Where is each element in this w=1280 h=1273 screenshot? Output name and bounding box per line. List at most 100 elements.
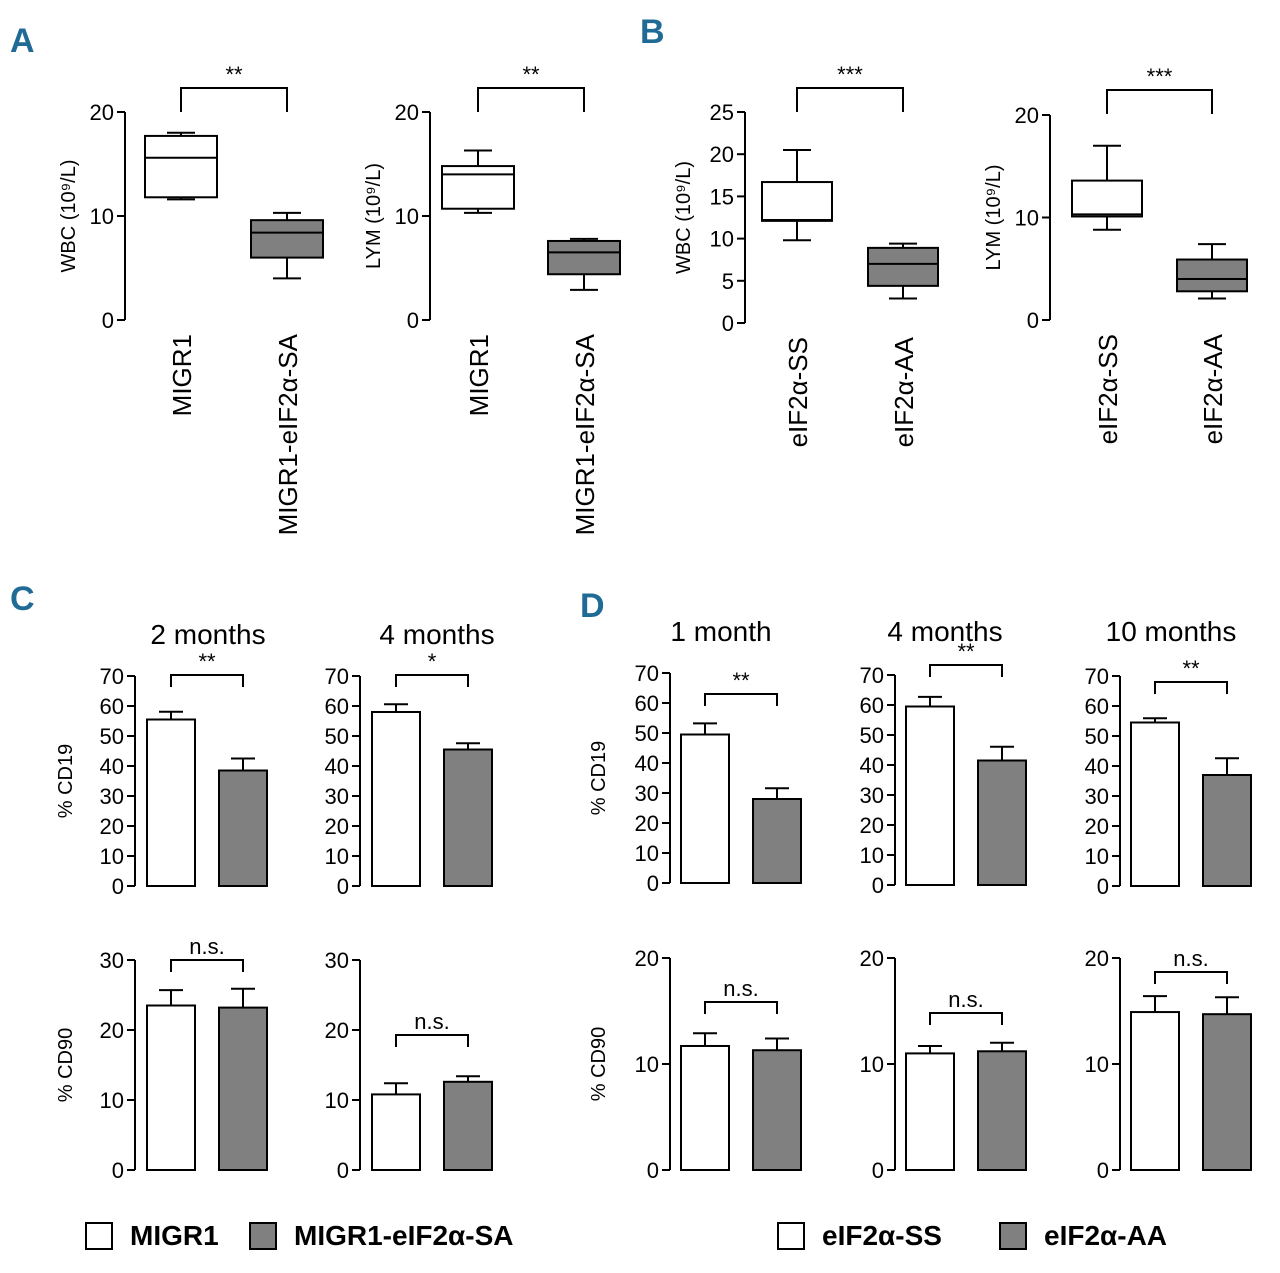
chart-title: 4 months <box>379 619 494 650</box>
y-axis-label: % CD19 <box>588 741 610 815</box>
y-tick-label: 0 <box>1097 874 1109 899</box>
category-label: eIF2α-AA <box>889 336 919 447</box>
panel-label-c: C <box>10 580 35 618</box>
y-tick-label: 20 <box>635 811 659 836</box>
bar-1 <box>146 710 196 887</box>
box-1 <box>761 148 833 242</box>
legend-swatch <box>85 1222 113 1250</box>
y-tick-label: 50 <box>100 724 124 749</box>
chart-title: 1 month <box>670 616 771 647</box>
category-label: eIF2α-AA <box>1198 333 1228 444</box>
y-tick-label: 10 <box>325 844 349 869</box>
y-tick-label: 20 <box>860 946 884 971</box>
bar <box>680 1044 730 1171</box>
y-tick-label: 0 <box>647 1158 659 1183</box>
bar <box>1130 721 1180 887</box>
y-tick-label: 10 <box>1085 1052 1109 1077</box>
y-tick-label: 10 <box>90 204 114 229</box>
chart-title: 2 months <box>150 619 265 650</box>
bar <box>218 769 268 887</box>
y-tick-label: 30 <box>325 948 349 973</box>
y-tick-label: 0 <box>872 873 884 898</box>
bar <box>905 705 955 886</box>
y-tick-label: 60 <box>325 694 349 719</box>
box-2 <box>250 211 324 280</box>
box-body <box>1071 179 1143 218</box>
bar <box>371 1093 421 1172</box>
significance-label: ** <box>198 649 216 674</box>
y-tick-label: 0 <box>102 308 114 333</box>
category-label: eIF2α-SS <box>783 337 813 447</box>
y-tick-label: 50 <box>635 721 659 746</box>
chart-c1: 0 10 20 30 40 50 60 70 % CD19 2 months** <box>55 619 268 899</box>
significance-bracket <box>170 959 244 972</box>
box-body <box>144 134 218 199</box>
significance-label: *** <box>837 62 863 87</box>
box-body <box>250 219 324 259</box>
bar <box>1202 1013 1252 1171</box>
bar-2 <box>218 987 268 1171</box>
y-tick-label: 20 <box>90 100 114 125</box>
chart-d4: 0 10 20 % CD90 n.s. <box>588 946 802 1183</box>
bar-2 <box>752 787 802 884</box>
bar-2 <box>443 1075 493 1172</box>
y-tick-label: 10 <box>1015 206 1039 231</box>
y-tick-label: 20 <box>1015 103 1039 128</box>
y-tick-label: 20 <box>1085 814 1109 839</box>
y-tick-label: 0 <box>337 874 349 899</box>
y-tick-label: 0 <box>1027 308 1039 333</box>
category-label: eIF2α-SS <box>1093 334 1123 444</box>
y-tick-label: 20 <box>325 814 349 839</box>
y-tick-label: 10 <box>860 843 884 868</box>
box-2 <box>1176 243 1248 300</box>
bar <box>680 733 730 884</box>
y-tick-label: 0 <box>872 1158 884 1183</box>
y-tick-label: 40 <box>100 754 124 779</box>
significance-label: n.s. <box>1173 946 1208 971</box>
bar-1 <box>371 1082 421 1172</box>
box-body <box>867 246 939 287</box>
box-1 <box>144 131 218 201</box>
chart-title: 4 months <box>887 616 1002 647</box>
bar <box>218 1006 268 1171</box>
y-tick-label: 10 <box>100 1088 124 1113</box>
chart-title: 10 months <box>1106 616 1237 647</box>
plots: 0 10 20 WBC (10⁹/L) MIGR1 MIGR1-eIF2α-SA ** 0 10… <box>55 62 1252 1183</box>
bar <box>752 1049 802 1171</box>
bar-2 <box>1202 757 1252 887</box>
significance-label: ** <box>1182 656 1200 681</box>
significance-label: n.s. <box>414 1009 449 1034</box>
y-tick-label: 15 <box>710 184 734 209</box>
chart-d2: 0 10 20 30 40 50 60 704 months** <box>860 616 1027 898</box>
box-1 <box>441 149 515 214</box>
chart-a1: 0 10 20 WBC (10⁹/L) MIGR1 MIGR1-eIF2α-SA ** <box>58 62 324 535</box>
significance-bracket <box>395 1034 469 1047</box>
y-tick-label: 60 <box>1085 694 1109 719</box>
legend-right: eIF2α-SS eIF2α-AA <box>777 1220 1167 1251</box>
y-axis-label: % CD90 <box>55 1028 77 1102</box>
chart-d6: 0 10 20 n.s. <box>1085 946 1252 1183</box>
significance-label: n.s. <box>723 976 758 1001</box>
significance-bracket <box>704 1001 778 1014</box>
bar-1 <box>371 703 421 887</box>
category-label: MIGR1-eIF2α-SA <box>273 333 303 535</box>
chart-c3: 0 10 20 30 % CD90 n.s. <box>55 934 268 1183</box>
y-axis-label: LYM (10⁹/L) <box>363 163 385 269</box>
y-tick-label: 10 <box>635 1052 659 1077</box>
bar-2 <box>977 745 1027 886</box>
y-tick-label: 20 <box>100 814 124 839</box>
y-tick-label: 30 <box>100 948 124 973</box>
y-tick-label: 50 <box>325 724 349 749</box>
y-tick-label: 40 <box>860 753 884 778</box>
legend-item-2: eIF2α-AA <box>999 1220 1167 1251</box>
y-tick-label: 30 <box>1085 784 1109 809</box>
bar-2 <box>443 742 493 887</box>
bar-2 <box>977 1041 1027 1172</box>
bar <box>146 718 196 887</box>
y-tick-label: 30 <box>635 781 659 806</box>
significance-bracket <box>170 674 244 687</box>
chart-d3: 0 10 20 30 40 50 60 70 10 months ** <box>1085 616 1252 899</box>
bar-1 <box>905 1044 955 1172</box>
legend-swatch <box>777 1222 805 1250</box>
significance-label: *** <box>1147 64 1173 89</box>
